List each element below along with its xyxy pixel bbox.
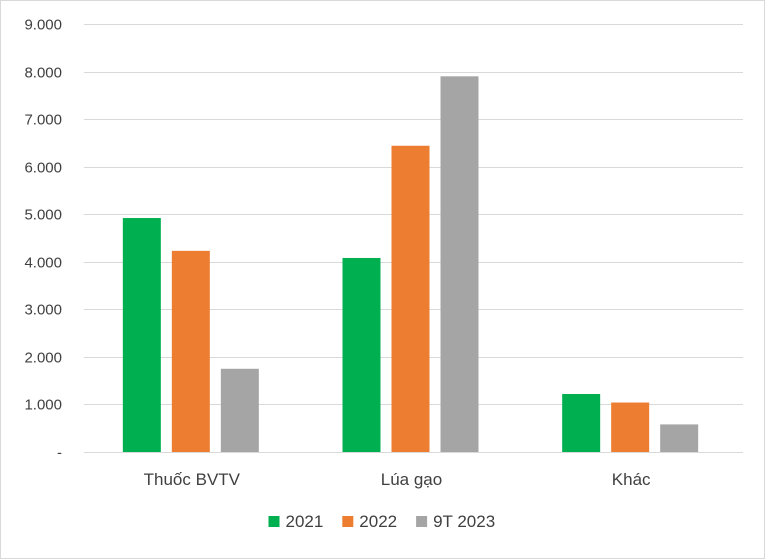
bar-2022 <box>171 250 210 452</box>
y-tick-label: 5.000 <box>24 207 62 224</box>
y-tick-label: 4.000 <box>24 255 62 272</box>
bar-2022 <box>391 145 430 452</box>
bar-9t-2023 <box>660 424 699 452</box>
bar-2021 <box>562 393 601 452</box>
y-tick-label: - <box>57 445 62 462</box>
legend-swatch <box>416 516 428 527</box>
y-tick-label: 1.000 <box>24 397 62 414</box>
y-tick-label: 2.000 <box>24 350 62 367</box>
legend-label: 2021 <box>286 512 324 531</box>
x-category-label: Thuốc BVTV <box>144 470 241 489</box>
y-tick-label: 8.000 <box>24 65 62 82</box>
y-tick-label: 7.000 <box>24 112 62 129</box>
bar-2021 <box>122 218 161 452</box>
y-tick-label: 3.000 <box>24 302 62 319</box>
legend-label: 9T 2023 <box>433 512 495 531</box>
bar-9t-2023 <box>220 368 259 452</box>
legend-label: 2022 <box>359 512 397 531</box>
legend-swatch <box>342 516 354 527</box>
bar-2022 <box>611 402 650 452</box>
y-tick-label: 6.000 <box>24 160 62 177</box>
x-category-label: Lúa gạo <box>381 470 442 489</box>
bar-2021 <box>342 257 381 452</box>
y-tick-label: 9.000 <box>24 17 62 34</box>
legend-swatch <box>268 516 280 527</box>
bar-9t-2023 <box>440 76 479 453</box>
x-category-label: Khác <box>612 470 651 489</box>
